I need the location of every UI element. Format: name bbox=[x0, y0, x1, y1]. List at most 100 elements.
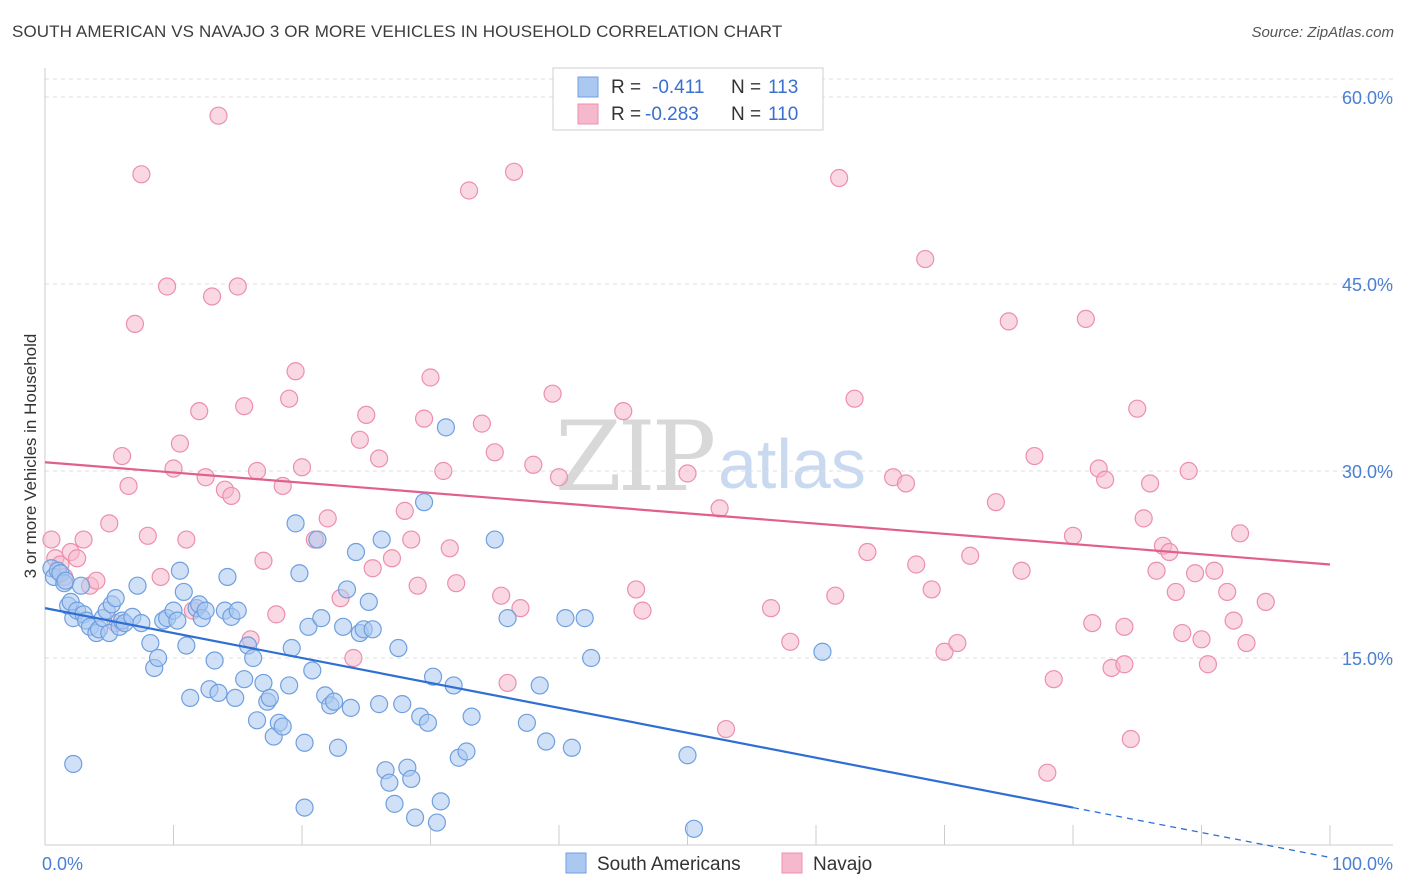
south-american-point bbox=[389, 638, 408, 658]
navajo-point bbox=[254, 551, 273, 570]
south-american-point bbox=[385, 794, 404, 813]
south-american-point bbox=[363, 620, 382, 639]
south-american-point bbox=[359, 592, 378, 612]
navajo-point bbox=[42, 530, 61, 549]
source-label: Source: ZipAtlas.com bbox=[1251, 24, 1394, 41]
south-american-point bbox=[427, 813, 447, 832]
navajo-point bbox=[845, 389, 864, 408]
south-american-point bbox=[254, 673, 273, 693]
navajo-point bbox=[344, 648, 363, 668]
x-tick-label: 100.0% bbox=[1332, 854, 1393, 874]
south-american-point bbox=[273, 717, 292, 736]
south-american-point bbox=[247, 711, 267, 730]
south-american-point bbox=[337, 580, 357, 599]
navajo-point bbox=[916, 249, 935, 269]
south-american-point bbox=[370, 695, 389, 714]
south-american-point bbox=[341, 698, 360, 717]
south-american-point bbox=[128, 576, 147, 595]
navajo-point bbox=[485, 443, 504, 462]
south-american-point bbox=[405, 808, 425, 827]
navajo-point bbox=[1025, 446, 1044, 466]
navajo-point bbox=[1038, 763, 1057, 782]
navajo-point bbox=[935, 642, 954, 661]
navajo-point bbox=[1083, 613, 1102, 633]
navajo-point bbox=[678, 464, 697, 483]
axes bbox=[44, 68, 1393, 846]
south-american-point bbox=[485, 530, 504, 549]
south-american-point bbox=[562, 738, 581, 757]
navajo-point bbox=[382, 549, 402, 568]
x-tick-label: 0.0% bbox=[42, 854, 83, 874]
south-american-point bbox=[218, 567, 237, 587]
legend-swatch-south-americans bbox=[577, 76, 599, 98]
legend-n-label: N = bbox=[731, 77, 761, 98]
south-american-point bbox=[423, 667, 443, 686]
south-american-point bbox=[228, 601, 247, 620]
south-american-point bbox=[312, 609, 331, 628]
navajo-point bbox=[710, 499, 729, 518]
y-tick-label: 60.0% bbox=[1342, 88, 1393, 108]
legend-n-label: N = bbox=[731, 104, 761, 125]
navajo-point bbox=[421, 368, 440, 387]
navajo-point bbox=[948, 633, 967, 653]
navajo-point bbox=[190, 402, 209, 421]
navajo-point bbox=[1140, 474, 1160, 493]
south-american-point bbox=[575, 609, 594, 628]
south-american-point bbox=[530, 676, 549, 695]
navajo-point bbox=[363, 559, 382, 578]
navajo-point bbox=[999, 312, 1018, 331]
navajo-point bbox=[125, 314, 145, 333]
navajo-point bbox=[350, 430, 369, 449]
navajo-point bbox=[228, 277, 247, 296]
navajo-point bbox=[459, 181, 479, 200]
south-american-point bbox=[414, 493, 434, 512]
navajo-point bbox=[408, 576, 427, 595]
south-american-point bbox=[393, 695, 412, 714]
navajo-point bbox=[292, 458, 312, 477]
navajo-point bbox=[447, 574, 466, 593]
south-american-point bbox=[205, 651, 224, 670]
watermark-zip: ZIP bbox=[555, 401, 714, 513]
watermark: ZIP atlas bbox=[555, 401, 866, 513]
navajo-point bbox=[202, 287, 222, 306]
trend-lines bbox=[44, 461, 1331, 859]
south-american-point bbox=[380, 773, 399, 792]
navajo-point bbox=[414, 409, 434, 428]
south-american-point bbox=[106, 589, 125, 608]
navajo-point bbox=[1063, 526, 1083, 545]
navajo-point bbox=[1134, 509, 1153, 528]
navajo-point bbox=[896, 474, 916, 493]
navajo-point bbox=[858, 542, 877, 562]
south-american-point bbox=[286, 514, 305, 533]
navajo-point bbox=[235, 397, 254, 416]
south-american-point bbox=[260, 688, 279, 707]
navajo-point bbox=[472, 414, 491, 433]
south-american-point bbox=[303, 661, 322, 680]
navajo-point bbox=[119, 476, 138, 496]
navajo-point bbox=[543, 384, 562, 403]
south-american-point bbox=[325, 692, 344, 711]
south-american-point bbox=[813, 642, 832, 661]
navajo-point bbox=[1198, 655, 1218, 674]
navajo-point bbox=[511, 599, 530, 618]
tick-labels: 15.0% 30.0% 45.0% 60.0% 0.0% 100.0% bbox=[42, 88, 1393, 874]
y-axis-label: 3 or more Vehicles in Household bbox=[21, 334, 40, 579]
navajo-point bbox=[1115, 617, 1134, 636]
south-american-point bbox=[328, 738, 348, 757]
navajo-point bbox=[157, 277, 177, 296]
navajo-point bbox=[440, 539, 459, 558]
navajo-point bbox=[986, 493, 1006, 512]
south-american-point bbox=[170, 561, 190, 580]
navajo-point bbox=[318, 509, 337, 528]
navajo-point bbox=[961, 546, 980, 565]
south-american-point bbox=[174, 582, 193, 602]
navajo-point bbox=[112, 446, 132, 466]
south-americans-trend-line bbox=[44, 607, 1074, 809]
south-american-point bbox=[684, 819, 704, 838]
legend-r-label: R = bbox=[611, 104, 641, 125]
navajo-point bbox=[826, 586, 845, 605]
navajo-point bbox=[1096, 470, 1115, 489]
navajo-point bbox=[370, 449, 389, 468]
navajo-point bbox=[402, 530, 421, 549]
south-american-point bbox=[71, 576, 91, 595]
